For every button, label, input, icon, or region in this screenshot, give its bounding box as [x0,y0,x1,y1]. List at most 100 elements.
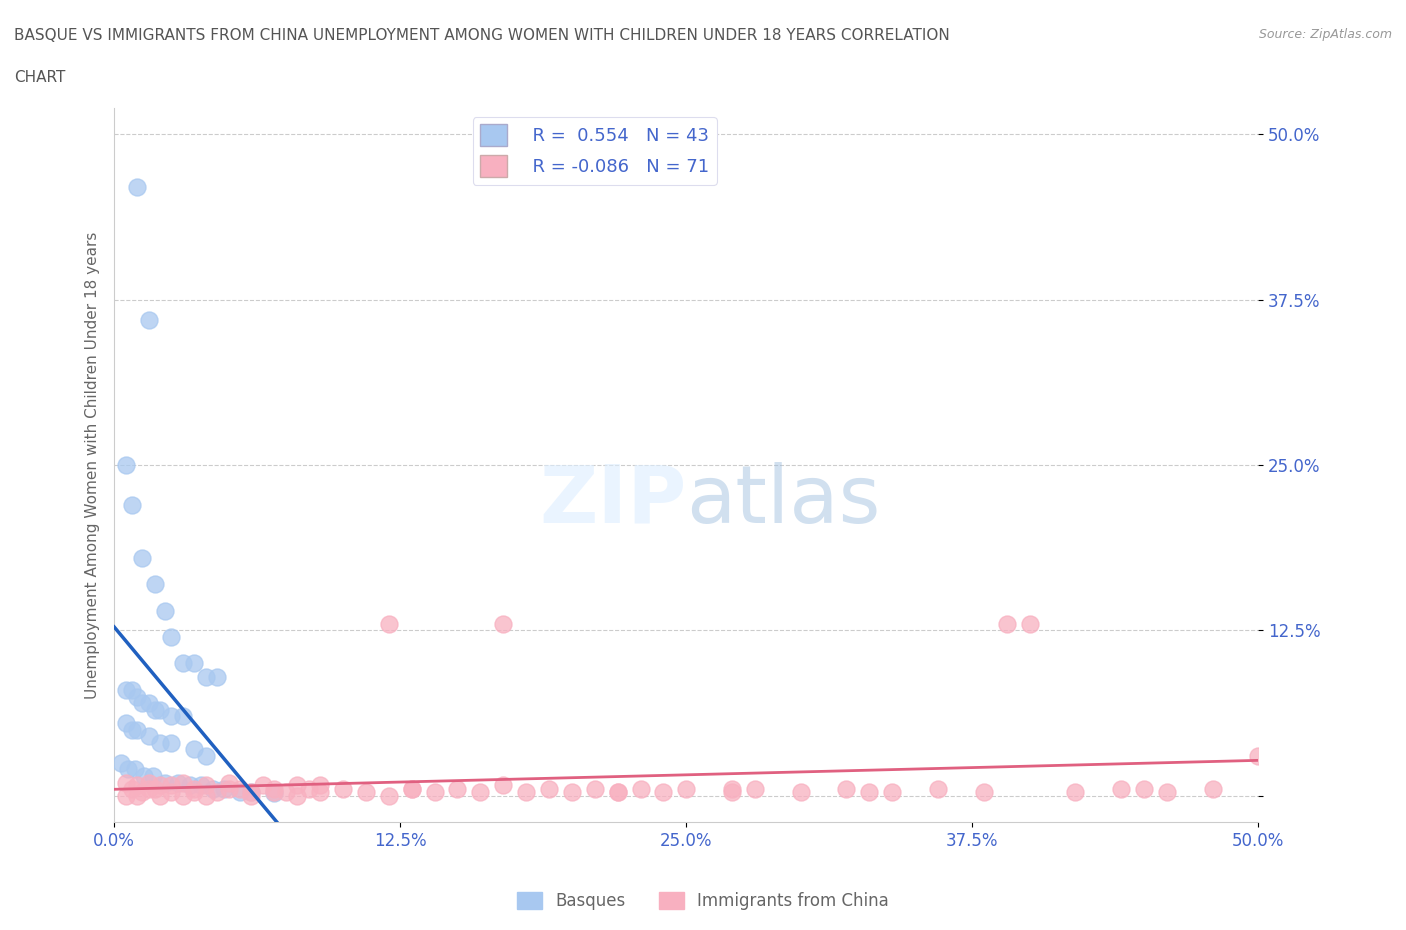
Point [252,777,274,792]
Point [160,777,183,792]
Point [423,784,446,799]
Point [401,782,423,797]
Point [125,777,148,792]
Point [145,782,167,797]
Point [121,723,143,737]
Point [1109,782,1132,797]
Point [142,768,165,783]
Point [240,789,263,804]
Point [167,775,190,790]
Point [285,789,308,804]
Point [492,617,515,631]
Point [401,782,423,797]
Point [160,709,183,724]
Point [263,782,285,797]
Legend: Basques, Immigrants from China: Basques, Immigrants from China [510,885,896,917]
Point [117,762,139,777]
Point [172,656,194,671]
Point [160,736,183,751]
Point [298,782,321,797]
Point [138,312,160,327]
Point [1156,784,1178,799]
Point [515,784,537,799]
Point [229,784,252,799]
Point [194,777,217,792]
Point [332,782,354,797]
Point [153,604,176,618]
Point [183,784,205,799]
Point [149,777,172,792]
Point [229,782,252,797]
Point [446,782,468,797]
Point [138,775,160,790]
Point [121,782,143,797]
Point [114,775,136,790]
Point [149,789,172,804]
Point [882,784,904,799]
Point [194,749,217,764]
Point [240,784,263,799]
Point [1247,749,1270,764]
Text: BASQUE VS IMMIGRANTS FROM CHINA UNEMPLOYMENT AMONG WOMEN WITH CHILDREN UNDER 18 : BASQUE VS IMMIGRANTS FROM CHINA UNEMPLOY… [14,28,950,43]
Point [218,782,240,797]
Point [138,696,160,711]
Point [160,630,183,644]
Point [183,782,205,797]
Point [240,784,263,799]
Point [1064,784,1087,799]
Point [470,784,492,799]
Point [721,782,744,797]
Text: CHART: CHART [14,70,66,85]
Point [201,782,224,797]
Point [172,709,194,724]
Point [179,777,201,792]
Point [121,683,143,698]
Point [172,789,194,804]
Point [125,689,148,704]
Point [1018,617,1040,631]
Point [149,702,172,717]
Point [121,498,143,512]
Point [721,784,744,799]
Point [378,789,401,804]
Point [138,729,160,744]
Point [205,670,228,684]
Point [194,670,217,684]
Point [378,617,401,631]
Point [212,782,235,797]
Point [160,784,183,799]
Point [190,777,212,792]
Legend:   R =  0.554   N = 43,   R = -0.086   N = 71: R = 0.554 N = 43, R = -0.086 N = 71 [472,117,717,184]
Point [274,784,297,799]
Point [138,782,160,797]
Text: atlas: atlas [686,462,880,539]
Point [630,782,652,797]
Point [561,784,583,799]
Point [309,784,332,799]
Point [153,775,176,790]
Point [263,786,285,801]
Point [110,755,132,770]
Point [205,784,228,799]
Point [114,789,136,804]
Point [149,736,172,751]
Point [583,782,606,797]
Point [537,782,560,797]
Point [183,742,205,757]
Point [132,768,155,783]
Point [285,777,308,792]
Point [789,784,811,799]
Point [131,696,153,711]
Point [145,577,167,591]
Point [114,715,136,730]
Point [606,784,628,799]
Point [354,784,377,799]
Point [309,777,332,792]
Point [125,723,148,737]
Text: ZIP: ZIP [538,462,686,539]
Point [927,782,949,797]
Point [194,789,217,804]
Point [218,775,240,790]
Point [744,782,766,797]
Text: Source: ZipAtlas.com: Source: ZipAtlas.com [1258,28,1392,41]
